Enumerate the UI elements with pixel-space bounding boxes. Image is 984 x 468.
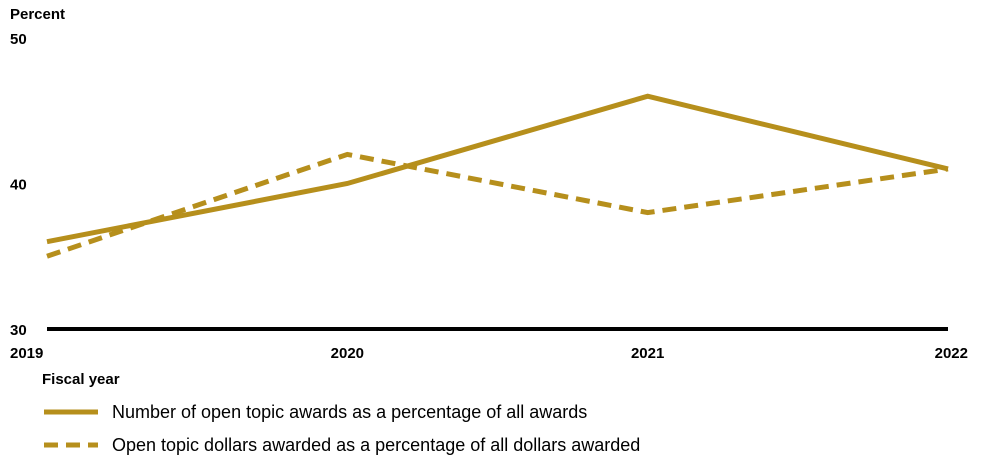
x-axis-title: Fiscal year [42, 371, 120, 388]
line-chart: 30 40 50 2019 2020 2021 2022 [10, 31, 968, 362]
legend-item-dashed: Open topic dollars awarded as a percenta… [44, 435, 640, 455]
x-tick-label-2019: 2019 [10, 345, 43, 362]
x-tick-label-2020: 2020 [331, 345, 364, 362]
y-tick-label-40: 40 [10, 177, 27, 194]
legend-label-dashed: Open topic dollars awarded as a percenta… [112, 434, 641, 455]
y-tick-label-50: 50 [10, 31, 27, 48]
legend-solid-line-icon [44, 409, 98, 415]
series-line-dashed [46, 151, 949, 259]
x-tick-label-2022: 2022 [935, 345, 968, 362]
legend-item-solid: Number of open topic awards as a percent… [44, 402, 640, 422]
chart-legend: Number of open topic awards as a percent… [44, 402, 640, 468]
legend-dashed-line-icon [44, 442, 98, 448]
y-axis-title: Percent [10, 6, 66, 23]
legend-label-solid: Number of open topic awards as a percent… [112, 401, 588, 422]
series-line-solid [46, 93, 949, 245]
y-tick-label-30: 30 [10, 322, 27, 339]
x-tick-label-2021: 2021 [631, 345, 664, 362]
